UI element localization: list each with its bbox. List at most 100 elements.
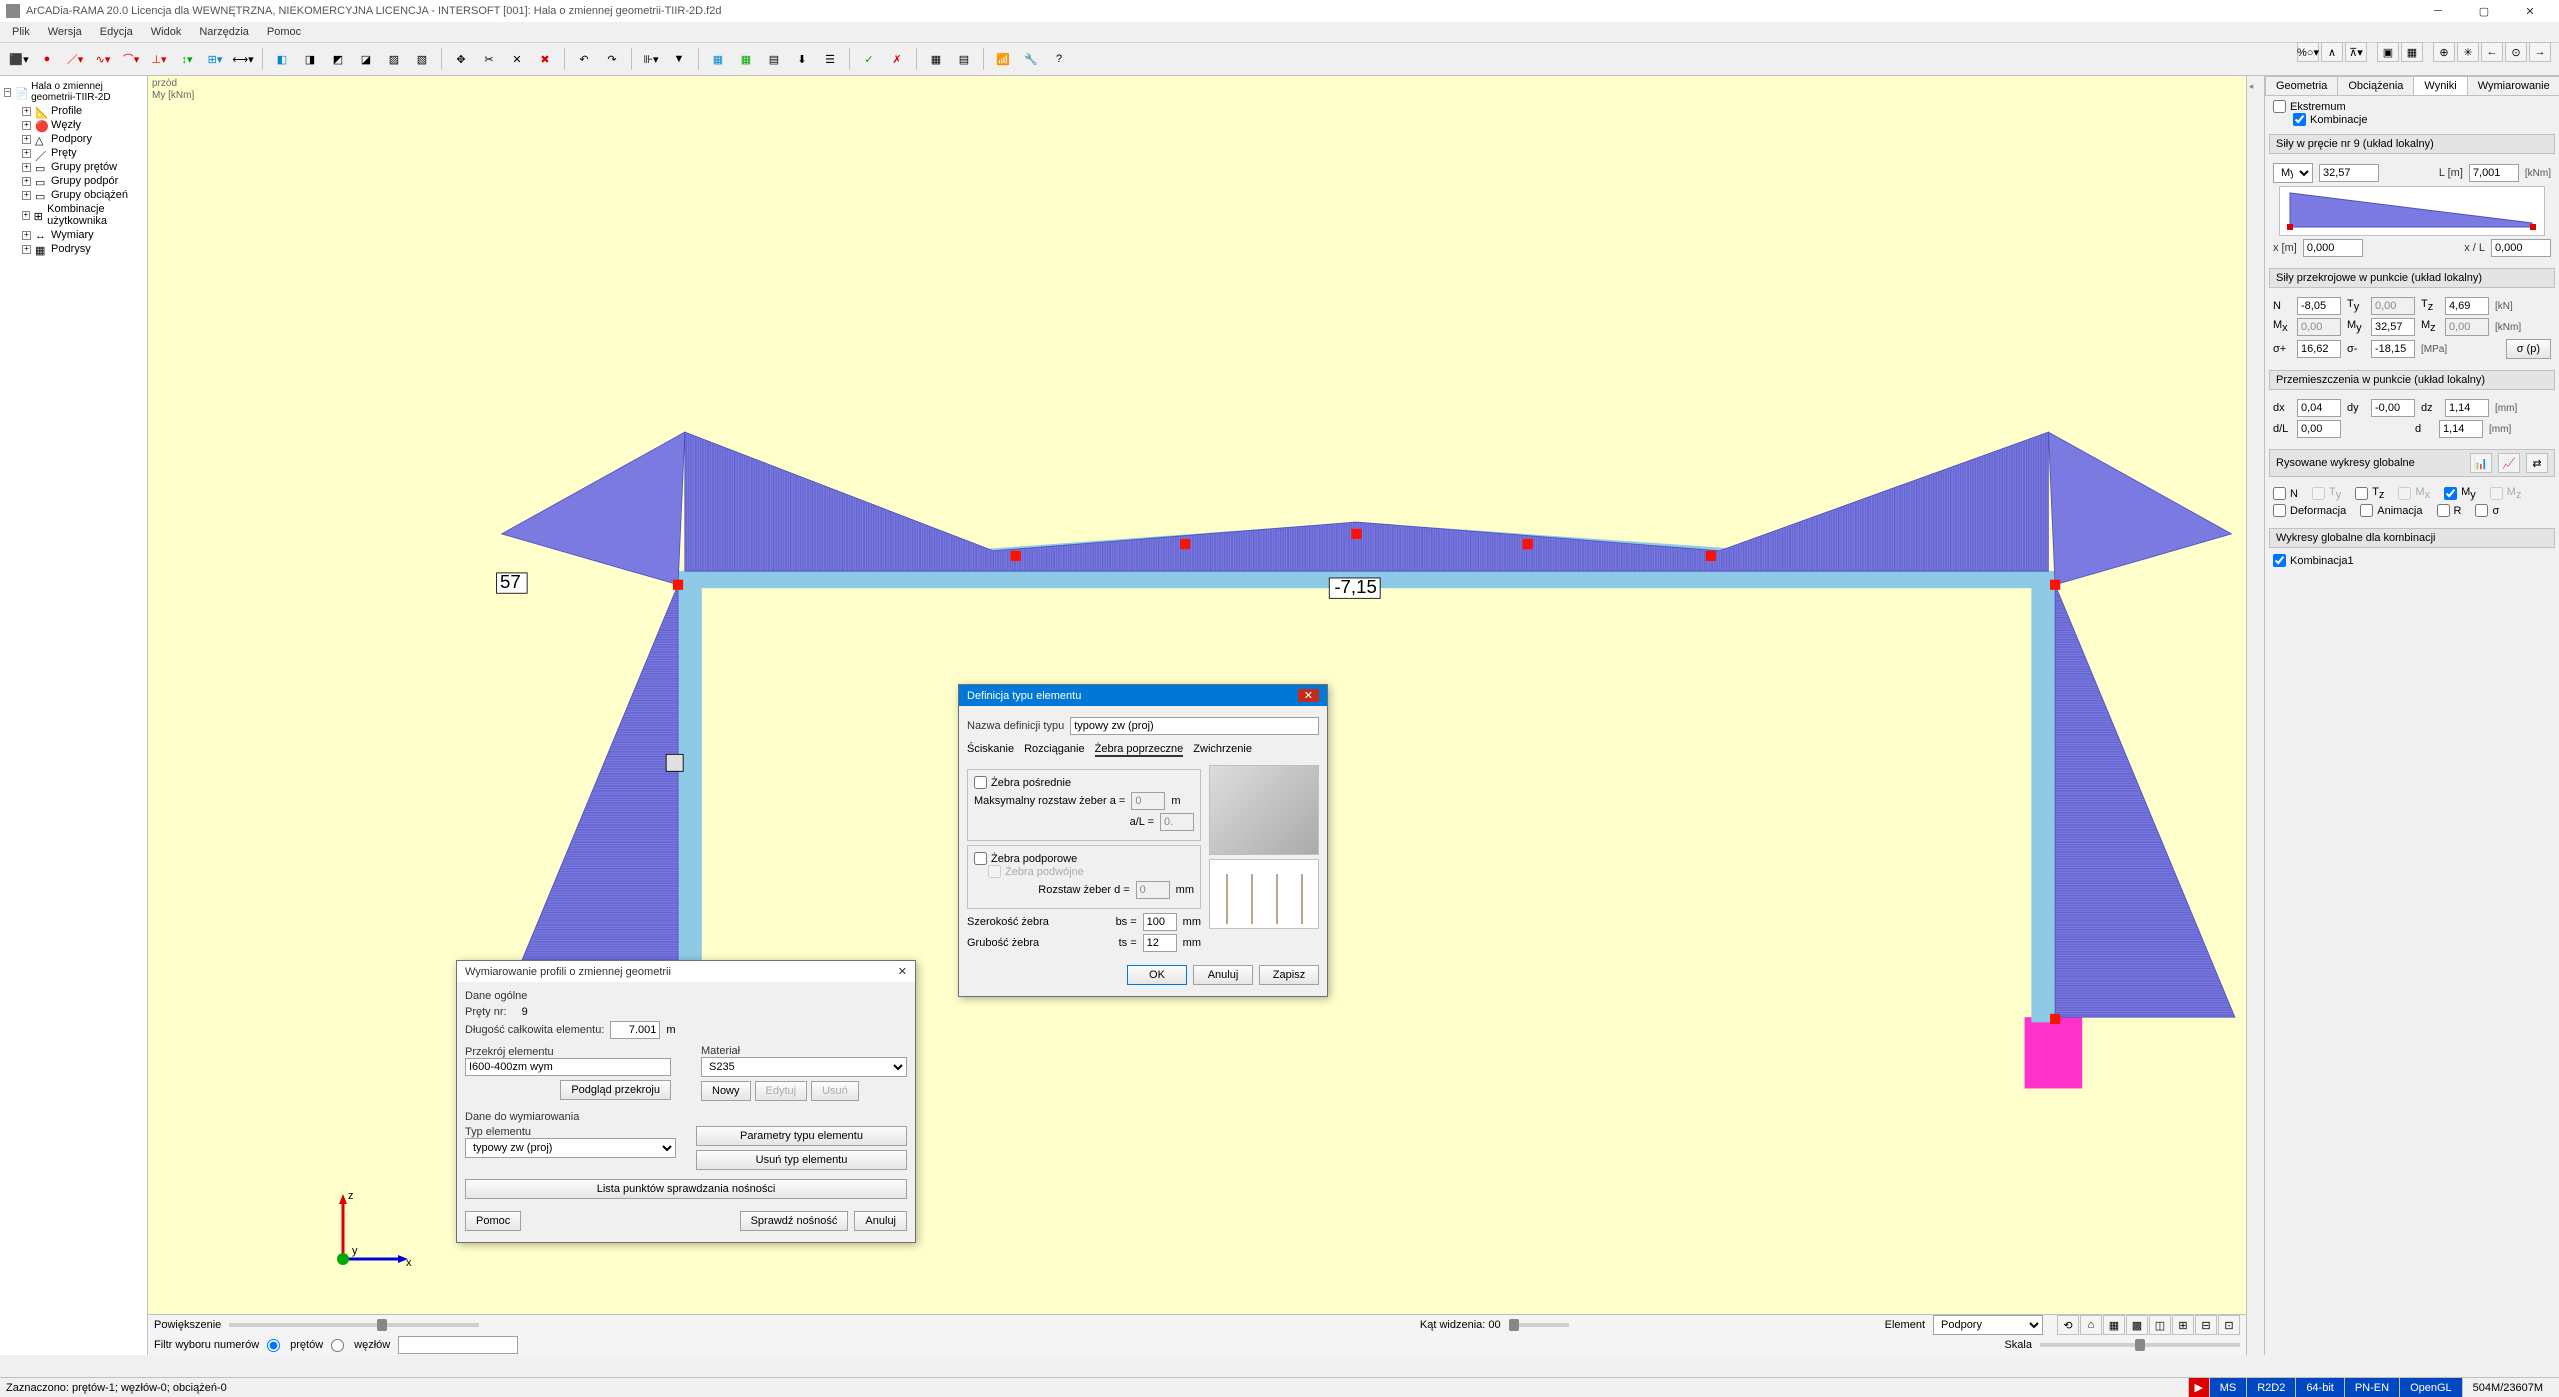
tb-cube4-icon[interactable]: ◪ xyxy=(353,46,379,72)
x-value[interactable] xyxy=(2303,239,2363,257)
tb-cube2-icon[interactable]: ◨ xyxy=(297,46,323,72)
pomoc-button[interactable]: Pomoc xyxy=(465,1211,521,1231)
tb-undo-icon[interactable]: ↶ xyxy=(571,46,597,72)
tool-icon[interactable]: ⊕ xyxy=(2433,42,2455,62)
dlugosc-input[interactable] xyxy=(610,1021,660,1039)
tree-item[interactable]: +△Podpory xyxy=(4,132,143,146)
tb-xred-icon[interactable]: ✗ xyxy=(884,46,910,72)
chk-N[interactable]: N xyxy=(2273,487,2298,500)
podglad-button[interactable]: Podgląd przekroju xyxy=(560,1080,671,1100)
zapisz-button[interactable]: Zapisz xyxy=(1259,965,1319,985)
tool-icon[interactable]: ⊼▾ xyxy=(2345,42,2367,62)
tb-chart-icon[interactable]: ▤ xyxy=(761,46,787,72)
tree-item[interactable]: +／Pręty xyxy=(4,146,143,160)
chk-ekstremum[interactable]: Ekstremum xyxy=(2273,100,2551,113)
menu-wersja[interactable]: Wersja xyxy=(40,24,90,40)
diagram-btn[interactable]: 📊 xyxy=(2470,453,2492,473)
tb-move-icon[interactable]: ✥ xyxy=(448,46,474,72)
menu-edycja[interactable]: Edycja xyxy=(92,24,141,40)
menu-widok[interactable]: Widok xyxy=(143,24,190,40)
tree-item[interactable]: +▦Podrysy xyxy=(4,242,143,256)
maximize-button[interactable]: ▢ xyxy=(2461,0,2507,22)
tb-xls-icon[interactable]: ▦ xyxy=(733,46,759,72)
vp-btn[interactable]: ◫ xyxy=(2149,1315,2171,1335)
tool-icon[interactable]: ⊙ xyxy=(2505,42,2527,62)
tb-redo-icon[interactable]: ↷ xyxy=(599,46,625,72)
tb-break-icon[interactable]: ✕ xyxy=(504,46,530,72)
chk-Tz[interactable]: Tz xyxy=(2355,486,2384,501)
tb-cut-icon[interactable]: ✂ xyxy=(476,46,502,72)
menu-pomoc[interactable]: Pomoc xyxy=(259,24,309,40)
tree-item[interactable]: +↔Wymiary xyxy=(4,228,143,242)
tb-help-icon[interactable]: ? xyxy=(1046,46,1072,72)
chk-zebra-podporowe[interactable]: Żebra podporowe xyxy=(974,852,1194,865)
bs-input[interactable] xyxy=(1143,913,1177,931)
dlg2-titlebar[interactable]: Definicja typu elementu ✕ xyxy=(959,685,1327,706)
dlg1-titlebar[interactable]: Wymiarowanie profili o zmiennej geometri… xyxy=(457,961,915,982)
tab-wyniki[interactable]: Wyniki xyxy=(2413,76,2467,95)
nazwa-input[interactable] xyxy=(1070,717,1319,735)
tab-rozciaganie[interactable]: Rozciąganie xyxy=(1024,743,1085,757)
tb-list-icon[interactable]: ☰ xyxy=(817,46,843,72)
tb-support-icon[interactable]: ⊥▾ xyxy=(146,46,172,72)
tb-cube6-icon[interactable]: ▧ xyxy=(409,46,435,72)
sprawdz-button[interactable]: Sprawdź nośność xyxy=(740,1211,849,1231)
chk-R[interactable]: R xyxy=(2437,504,2462,517)
dlg1-close-icon[interactable]: ✕ xyxy=(898,965,907,978)
material-select[interactable]: S235 xyxy=(701,1057,907,1077)
tb-arc-icon[interactable]: ⌒▾ xyxy=(118,46,144,72)
tool-icon[interactable]: → xyxy=(2529,42,2551,62)
chk-zebra-posrednie[interactable]: Żebra pośrednie xyxy=(974,776,1194,789)
lista-punktow-button[interactable]: Lista punktów sprawdzania nośności xyxy=(465,1179,907,1199)
menu-narzedzia[interactable]: Narzędzia xyxy=(191,24,257,40)
tb-polyline-icon[interactable]: ∿▾ xyxy=(90,46,116,72)
chk-sigma[interactable]: σ xyxy=(2475,504,2499,517)
vp-btn[interactable]: ⊞ xyxy=(2172,1315,2194,1335)
My-value[interactable] xyxy=(2319,164,2379,182)
L-value[interactable] xyxy=(2469,164,2519,182)
minimize-button[interactable]: ─ xyxy=(2415,0,2461,22)
tree-item[interactable]: +📐Profile xyxy=(4,104,143,118)
menu-plik[interactable]: Plik xyxy=(4,24,38,40)
tb-wifi-icon[interactable]: 📶 xyxy=(990,46,1016,72)
zoom-slider[interactable] xyxy=(229,1323,479,1327)
tree-root[interactable]: − 📄 Hala o zmiennej geometrii-TIIR-2D xyxy=(4,80,143,104)
element-select[interactable]: Podpory xyxy=(1933,1315,2043,1335)
ts-input[interactable] xyxy=(1143,934,1177,952)
tool-icon[interactable]: ▦ xyxy=(2401,42,2423,62)
force-component-select[interactable]: My xyxy=(2273,163,2313,183)
vp-btn[interactable]: ⊡ xyxy=(2218,1315,2240,1335)
tab-zebra[interactable]: Żebra poprzeczne xyxy=(1095,743,1184,757)
tree-item[interactable]: +🔴Węzły xyxy=(4,118,143,132)
tb-load-icon[interactable]: ↕▾ xyxy=(174,46,200,72)
sigma-p-button[interactable]: σ (p) xyxy=(2506,339,2551,359)
tb-cube3-icon[interactable]: ◩ xyxy=(325,46,351,72)
tab-obciazenia[interactable]: Obciążenia xyxy=(2337,76,2414,95)
ok-button[interactable]: OK xyxy=(1127,965,1187,985)
angle-slider[interactable] xyxy=(1509,1323,1569,1327)
xL-value[interactable] xyxy=(2491,239,2551,257)
tb-dot-icon[interactable]: ● xyxy=(34,46,60,72)
chk-animacja[interactable]: Animacja xyxy=(2360,504,2422,517)
tool-icon[interactable]: ✳ xyxy=(2457,42,2479,62)
tb-line-icon[interactable]: ／▾ xyxy=(62,46,88,72)
tb-grid-icon[interactable]: ⊞▾ xyxy=(202,46,228,72)
param-typu-button[interactable]: Parametry typu elementu xyxy=(696,1126,907,1146)
tree-item[interactable]: +▭Grupy prętów xyxy=(4,160,143,174)
filter-radio-pretow[interactable]: prętów xyxy=(267,1339,323,1352)
tab-sciskanie[interactable]: Ściskanie xyxy=(967,743,1014,757)
tool-icon[interactable]: %○▾ xyxy=(2297,42,2319,62)
chk-kombinacja1[interactable]: Kombinacja1 xyxy=(2273,554,2551,567)
vp-btn[interactable]: ▩ xyxy=(2126,1315,2148,1335)
tree-item[interactable]: +⊞Kombinacje użytkownika xyxy=(4,202,143,228)
usun-typ-button[interactable]: Usuń typ elementu xyxy=(696,1150,907,1170)
tb-dim-icon[interactable]: ⟷▾ xyxy=(230,46,256,72)
tb-filter-icon[interactable]: ⊪▾ xyxy=(638,46,664,72)
chk-My[interactable]: My xyxy=(2444,486,2476,501)
anuluj-button[interactable]: Anuluj xyxy=(854,1211,907,1231)
tab-wymiarowanie[interactable]: Wymiarowanie xyxy=(2467,76,2559,95)
tab-zwichrzenie[interactable]: Zwichrzenie xyxy=(1193,743,1252,757)
tool-icon[interactable]: ∧ xyxy=(2321,42,2343,62)
tab-geometria[interactable]: Geometria xyxy=(2265,76,2338,95)
tb-cube5-icon[interactable]: ▨ xyxy=(381,46,407,72)
